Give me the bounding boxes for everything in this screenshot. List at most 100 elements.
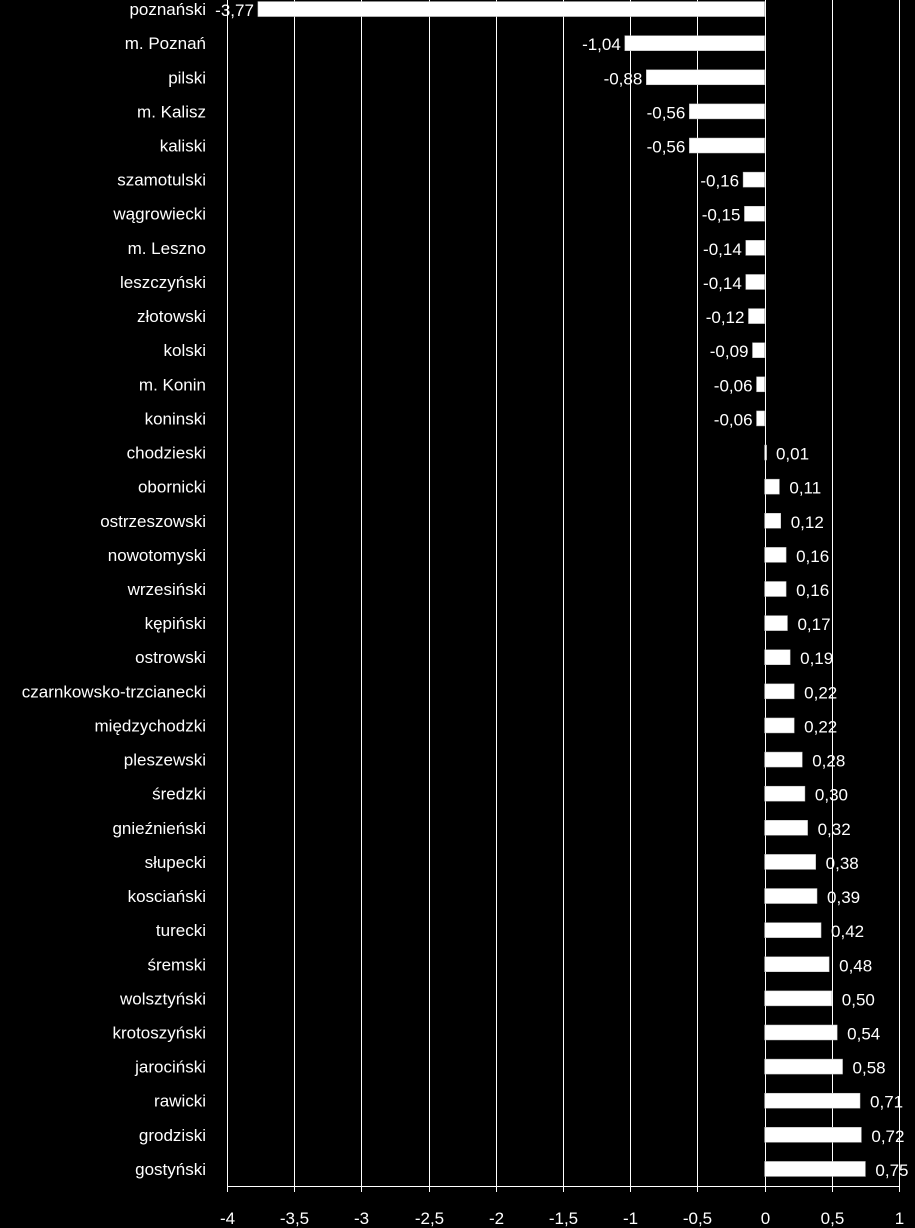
x-tick-label: -1 [623, 1209, 638, 1228]
category-label: gostyński [135, 1160, 206, 1179]
bar [744, 205, 765, 222]
data-label: -0,56 [647, 138, 686, 157]
value-labels: -3,77-1,04-0,88-0,56-0,56-0,16-0,15-0,14… [215, 1, 908, 1180]
x-tick-label: -2,5 [415, 1209, 444, 1228]
bar [624, 35, 765, 51]
bar [764, 1161, 866, 1177]
data-label: 0,19 [800, 649, 833, 668]
data-label: -0,56 [647, 103, 686, 122]
data-label: 0,75 [875, 1161, 908, 1180]
data-label: 0,16 [796, 547, 829, 566]
data-label: 0,32 [818, 820, 851, 839]
bar [689, 103, 765, 120]
data-label: 0,12 [791, 513, 824, 532]
data-label: -0,15 [702, 206, 741, 225]
category-label: turecki [156, 921, 206, 940]
category-label: śremski [147, 955, 206, 974]
category-label: złotowski [137, 307, 206, 326]
data-label: -0,14 [703, 240, 742, 259]
category-label: m. Kalisz [137, 102, 206, 121]
data-label: 0,54 [847, 1024, 880, 1043]
bar [756, 410, 765, 427]
category-label: m. Konin [139, 375, 206, 394]
bar [764, 683, 795, 700]
data-label: -0,12 [706, 308, 745, 327]
bar [764, 888, 818, 904]
bar [764, 785, 806, 802]
category-label: kolski [163, 341, 206, 360]
data-label: -3,77 [215, 1, 254, 20]
data-label: 0,72 [871, 1127, 904, 1146]
bar [748, 308, 765, 324]
bar [764, 615, 788, 631]
data-label: 0,11 [789, 479, 821, 498]
data-label: -1,04 [582, 35, 621, 54]
data-label: -0,06 [714, 410, 753, 429]
category-label: ostrowski [135, 648, 206, 667]
bar [764, 1024, 838, 1041]
bar [756, 376, 765, 393]
bar [764, 1058, 843, 1075]
category-label: poznański [129, 0, 206, 19]
category-label: koninski [145, 409, 206, 428]
category-label: chodzieski [127, 444, 206, 463]
data-label: 0,01 [776, 445, 809, 464]
category-label: nowotomyski [108, 546, 206, 565]
category-label: pleszewski [124, 751, 206, 770]
bar [764, 717, 795, 734]
bar [764, 1092, 861, 1109]
data-label: 0,28 [812, 752, 845, 771]
bars [257, 1, 866, 1177]
bar [764, 854, 816, 870]
data-label: 0,50 [842, 990, 875, 1009]
category-label: m. Poznań [125, 34, 206, 53]
data-label: -0,88 [604, 69, 643, 88]
bar [752, 342, 765, 358]
bar [764, 513, 781, 529]
category-label: wolsztyński [119, 989, 206, 1008]
x-tick-label: -3 [354, 1209, 369, 1228]
x-tick-label: 0,5 [821, 1209, 845, 1228]
data-label: 0,16 [796, 581, 829, 600]
bar [646, 69, 765, 86]
x-tick-label: -3,5 [280, 1209, 309, 1228]
x-tick-label: -4 [220, 1209, 235, 1228]
x-tick-label: 0 [761, 1209, 770, 1228]
category-label: krotoszyński [112, 1023, 206, 1042]
data-label: -0,16 [700, 172, 739, 191]
category-label: szamotulski [117, 171, 206, 190]
bar [764, 649, 791, 665]
data-label: 0,38 [826, 854, 859, 873]
category-label: wągrowiecki [112, 205, 206, 224]
category-label: gnieźnieński [112, 819, 206, 838]
bar [742, 171, 765, 188]
category-label: wrzesiński [127, 580, 206, 599]
bar [764, 444, 767, 461]
bar [764, 581, 787, 597]
x-tick-label: -2 [489, 1209, 504, 1228]
category-label: pilski [168, 68, 206, 87]
category-label: jarociński [134, 1058, 206, 1077]
data-label: 0,22 [804, 683, 837, 702]
bar [764, 922, 822, 938]
category-label: średzki [152, 785, 206, 804]
bar [745, 274, 765, 290]
data-label: -0,09 [710, 342, 749, 361]
x-tick-label: -0,5 [683, 1209, 712, 1228]
category-label: grodziski [139, 1126, 206, 1145]
data-label: 0,39 [827, 888, 860, 907]
category-labels: poznański m. Poznań pilski m. Kalisz kaliski… [22, 0, 206, 1179]
data-label: 0,48 [839, 956, 872, 975]
category-label: międzychodzki [95, 716, 207, 735]
category-label: kępiński [145, 614, 206, 633]
bar [745, 240, 765, 256]
x-tick-label: 1 [895, 1209, 904, 1228]
category-label: obornicki [138, 478, 206, 497]
data-label: 0,30 [815, 786, 848, 805]
data-label: 0,17 [797, 615, 830, 634]
category-label: kosciański [128, 887, 206, 906]
x-tick-label: -1,5 [549, 1209, 578, 1228]
bar [764, 547, 787, 563]
bar [764, 478, 780, 495]
